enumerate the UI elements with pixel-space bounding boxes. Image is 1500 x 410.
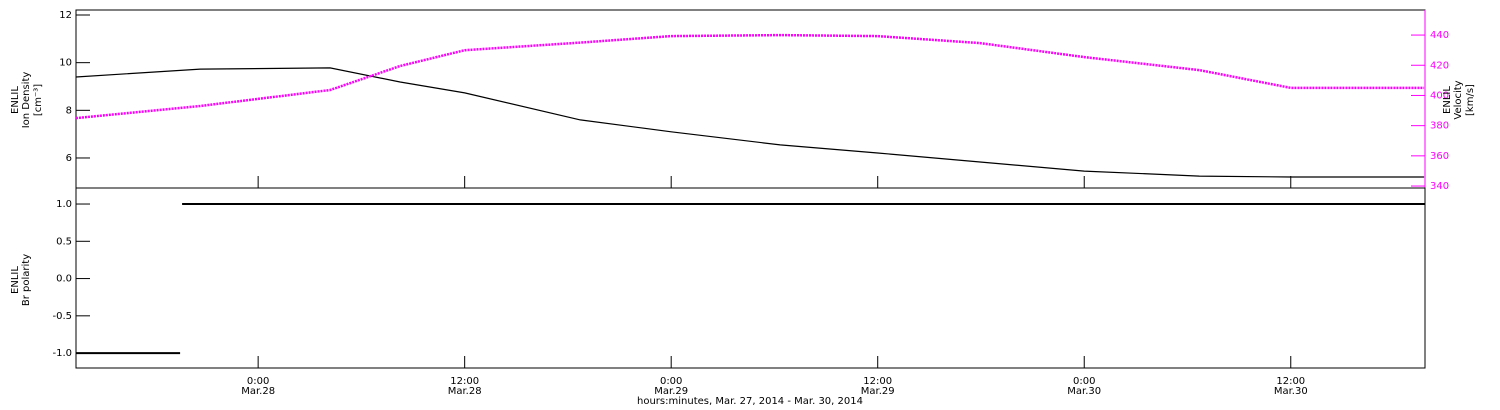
y-tick-label: 12: [59, 10, 72, 21]
y2-tick-label: 420: [1430, 60, 1449, 71]
ylabel: ENLIL: [10, 266, 21, 294]
y2label: ENLIL: [1442, 86, 1453, 114]
y-tick-label: 1.0: [56, 199, 72, 210]
y2-tick-label: 400: [1430, 90, 1449, 101]
y2label: [km/s]: [1465, 84, 1476, 116]
y-tick-label: 8: [66, 105, 72, 116]
y-tick-label: 10: [59, 58, 72, 69]
x-tick-label: Mar.30: [1067, 386, 1101, 397]
x-tick-label: Mar.29: [861, 386, 895, 397]
y-tick-label: -0.5: [52, 311, 72, 322]
y-tick-label: 0.0: [56, 274, 72, 285]
plot-frame: [75, 9, 1426, 189]
y2-tick-label: 360: [1430, 151, 1449, 162]
y2-tick-label: 380: [1430, 121, 1449, 132]
x-tick-label: 12:00: [863, 376, 892, 387]
y-tick-label: -1.0: [52, 348, 72, 359]
plot-frame: [75, 187, 1426, 369]
x-tick-label: Mar.30: [1274, 386, 1308, 397]
x-tick-label: Mar.28: [448, 386, 482, 397]
x-axis-title: hours:minutes, Mar. 27, 2014 - Mar. 30, …: [637, 396, 863, 407]
x-tick-label: Mar.28: [241, 386, 275, 397]
ylabel: [cm⁻³]: [33, 84, 44, 116]
x-tick-label: 12:00: [1276, 376, 1305, 387]
y2label: Velocity: [1453, 80, 1464, 119]
series-line: [75, 67, 1425, 178]
y2-tick-label: 340: [1430, 181, 1449, 192]
x-tick-label: Mar.29: [654, 386, 688, 397]
y-tick-label: 0.5: [56, 236, 72, 247]
x-tick-label: 0:00: [247, 376, 269, 387]
y2-tick-label: 440: [1430, 30, 1449, 41]
ylabel: ENLIL: [10, 86, 21, 114]
series-line: [75, 33, 1425, 120]
x-tick-label: 0:00: [1073, 376, 1095, 387]
ylabel: Ion Density: [21, 72, 32, 129]
ylabel: Br polarity: [21, 254, 32, 306]
x-tick-label: 0:00: [660, 376, 682, 387]
series-line: [76, 203, 1425, 355]
y-tick-label: 6: [66, 153, 72, 164]
x-tick-label: 12:00: [450, 376, 479, 387]
